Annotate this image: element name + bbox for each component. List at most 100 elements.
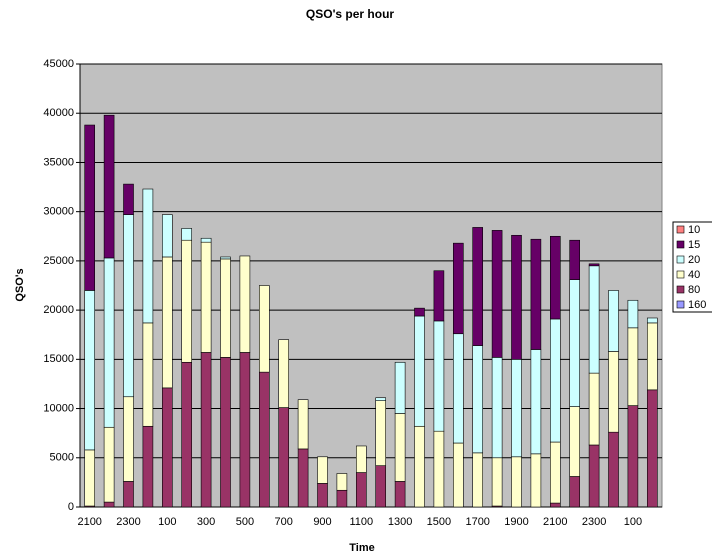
bar-segment xyxy=(414,425,425,508)
bar-segment xyxy=(569,476,581,508)
y-tick-label: 25000 xyxy=(43,255,74,267)
legend-box xyxy=(672,221,712,313)
bar-segment xyxy=(317,456,328,484)
legend-label: 10 xyxy=(688,224,700,236)
bar-segment xyxy=(511,359,522,458)
x-tick-label: 2100 xyxy=(77,516,101,528)
bar-segment xyxy=(549,502,561,508)
bar-segment xyxy=(181,361,192,508)
bar-segment xyxy=(394,481,406,508)
bar-segment xyxy=(472,227,484,346)
bar-segment xyxy=(452,442,464,508)
bar-segment xyxy=(588,444,600,508)
x-tick-label: 700 xyxy=(275,516,293,528)
legend-label: 15 xyxy=(688,239,700,251)
x-tick-label: 300 xyxy=(197,516,215,528)
legend-label: 20 xyxy=(688,254,700,266)
bar-segment xyxy=(162,256,173,389)
legend-swatch xyxy=(676,225,685,234)
bar-segment xyxy=(162,387,173,508)
bar-segment xyxy=(200,241,212,353)
bar-segment xyxy=(414,307,425,317)
bar-segment xyxy=(375,465,387,508)
y-tick-label: 40000 xyxy=(43,107,74,119)
plot-area xyxy=(79,63,663,508)
bar-segment xyxy=(84,124,95,291)
y-tick-label: 35000 xyxy=(43,156,74,168)
bar-segment xyxy=(530,238,542,350)
bar-segment xyxy=(394,361,406,414)
bar-segment xyxy=(646,322,658,391)
bar-segment xyxy=(181,228,192,241)
bar-segment xyxy=(123,481,134,508)
bar-segment xyxy=(84,290,95,451)
bar-segment xyxy=(142,188,154,324)
legend-label: 40 xyxy=(688,269,700,281)
x-tick-label: 1500 xyxy=(427,516,451,528)
x-tick-label: 1900 xyxy=(504,516,528,528)
bar-segment xyxy=(491,357,503,459)
bar-segment xyxy=(472,345,484,454)
legend-swatch xyxy=(676,270,685,279)
bar-segment xyxy=(452,242,464,335)
bar-segment xyxy=(200,352,212,508)
bar-segment xyxy=(123,183,134,215)
legend-label: 80 xyxy=(688,284,700,296)
bar-segment xyxy=(433,270,445,322)
bar-segment xyxy=(549,318,561,443)
bar-segment xyxy=(103,257,115,428)
bar-segment xyxy=(278,339,290,408)
x-tick-label: 1100 xyxy=(349,516,373,528)
y-tick-label: 30000 xyxy=(43,206,74,218)
bar-segment xyxy=(433,320,445,432)
bar-segment xyxy=(511,234,522,360)
bar-segment xyxy=(491,230,503,358)
bar-segment xyxy=(258,285,270,373)
x-tick-label: 100 xyxy=(158,516,176,528)
bar-segment xyxy=(297,448,309,508)
bar-segment xyxy=(239,352,251,508)
bar-segment xyxy=(491,457,503,507)
bar-segment xyxy=(355,445,367,473)
y-tick-label: 0 xyxy=(68,501,74,513)
bar-segment xyxy=(220,258,231,358)
bar-segment xyxy=(336,489,348,508)
legend-swatch xyxy=(676,240,685,249)
y-tick-label: 10000 xyxy=(43,402,74,414)
bar-segment xyxy=(627,327,639,406)
x-tick-label: 100 xyxy=(624,516,642,528)
bar-segment xyxy=(608,431,619,508)
bar-segment xyxy=(181,239,192,363)
y-tick-label: 5000 xyxy=(50,452,74,464)
bar-segment xyxy=(414,315,425,427)
y-tick-label: 15000 xyxy=(43,353,74,365)
x-tick-label: 2100 xyxy=(543,516,567,528)
bar-segment xyxy=(394,413,406,482)
bar-segment xyxy=(588,263,600,267)
bar-segment xyxy=(278,407,290,508)
bar-segment xyxy=(530,453,542,508)
bar-segment xyxy=(142,425,154,508)
bar-segment xyxy=(549,235,561,320)
y-axis-title: QSO's xyxy=(14,268,26,301)
bar-segment xyxy=(258,371,270,508)
bar-segment xyxy=(472,452,484,508)
bar-segment xyxy=(162,214,173,258)
bar-segment xyxy=(588,372,600,446)
bar-segment xyxy=(84,449,95,507)
bar-segment xyxy=(200,237,212,243)
bar-segment xyxy=(103,114,115,259)
bar-segment xyxy=(588,265,600,374)
bar-segment xyxy=(569,239,581,280)
legend-swatch xyxy=(676,285,685,294)
x-tick-label: 500 xyxy=(236,516,254,528)
bar-segment xyxy=(627,299,639,329)
legend-swatch xyxy=(676,300,685,309)
bar-segment xyxy=(355,472,367,508)
bar-segment xyxy=(317,483,328,508)
bar-segment xyxy=(142,322,154,427)
bar-segment xyxy=(375,397,387,401)
x-axis-title: Time xyxy=(349,542,374,554)
bar-segment xyxy=(297,399,309,450)
